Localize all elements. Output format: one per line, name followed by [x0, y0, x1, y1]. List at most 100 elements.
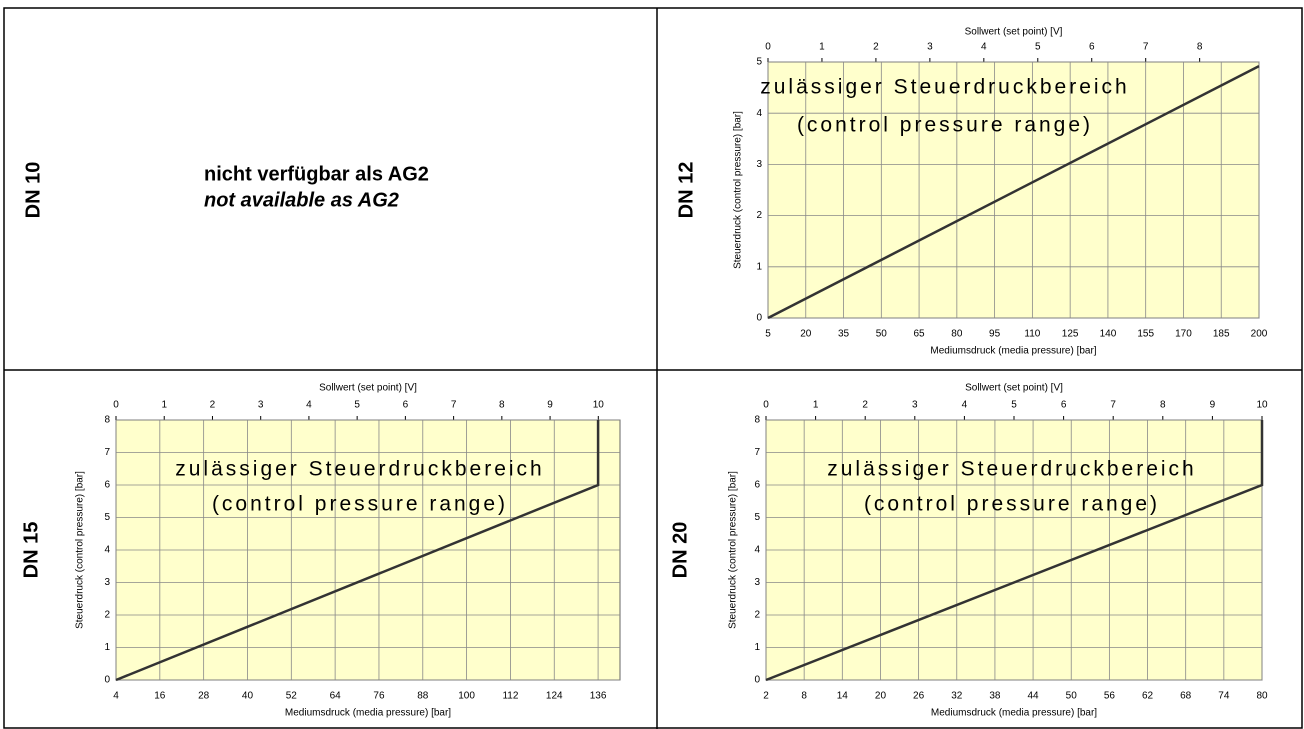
x-tick-label: 136: [590, 691, 607, 702]
x-tick-label: 20: [800, 329, 812, 340]
x-tick-label: 20: [875, 691, 887, 702]
x2-tick-label: 3: [912, 400, 918, 411]
x-axis-title: Mediumsdruck (media pressure) [bar]: [931, 708, 1097, 719]
x-tick-label: 40: [242, 691, 254, 702]
y-tick-label: 7: [754, 447, 760, 458]
x-tick-label: 35: [838, 329, 850, 340]
x2-axis-title: Sollwert (set point) [V]: [319, 383, 417, 394]
y-tick-label: 6: [104, 480, 110, 491]
x-tick-label: 95: [989, 329, 1001, 340]
y-tick-label: 7: [104, 447, 110, 458]
x2-tick-label: 0: [765, 42, 771, 53]
x2-tick-label: 1: [819, 42, 825, 53]
x-tick-label: 125: [1062, 329, 1079, 340]
x-tick-label: 74: [1218, 691, 1230, 702]
x2-tick-label: 7: [451, 400, 457, 411]
series-line: [115, 420, 600, 682]
x-tick-label: 32: [951, 691, 963, 702]
x2-tick-label: 9: [1210, 400, 1216, 411]
x-tick-label: 56: [1104, 691, 1116, 702]
panel-label: DN 15: [20, 522, 42, 579]
y-tick-label: 0: [754, 675, 760, 686]
x-tick-label: 14: [837, 691, 849, 702]
x-tick-label: 88: [417, 691, 429, 702]
x-tick-label: 200: [1251, 329, 1268, 340]
x2-tick-label: 10: [593, 400, 605, 411]
x-tick-label: 38: [989, 691, 1001, 702]
x-tick-label: 16: [154, 691, 166, 702]
x2-tick-label: 6: [1061, 400, 1067, 411]
x2-tick-label: 2: [862, 400, 868, 411]
y-tick-label: 0: [756, 313, 762, 324]
y-tick-label: 2: [756, 210, 762, 221]
x2-tick-label: 2: [210, 400, 216, 411]
x-tick-label: 4: [113, 691, 119, 702]
x-axis-title: Mediumsdruck (media pressure) [bar]: [285, 708, 451, 719]
y-tick-label: 3: [756, 159, 762, 170]
x2-tick-label: 4: [306, 400, 312, 411]
x-tick-label: 80: [951, 329, 963, 340]
x-tick-label: 2: [763, 691, 769, 702]
note: not available as AG2: [204, 189, 399, 211]
x2-tick-label: 5: [354, 400, 360, 411]
x-tick-label: 62: [1142, 691, 1154, 702]
y-axis-title: Steuerdruck (control pressure) [bar]: [728, 471, 739, 629]
x-tick-label: 170: [1175, 329, 1192, 340]
x-tick-label: 5: [765, 329, 771, 340]
y-tick-label: 3: [104, 577, 110, 588]
x2-tick-label: 1: [161, 400, 167, 411]
x-tick-label: 112: [502, 691, 518, 702]
x2-tick-label: 3: [927, 42, 933, 53]
x-tick-label: 80: [1256, 691, 1268, 702]
x-tick-label: 52: [286, 691, 298, 702]
x2-tick-label: 5: [1035, 42, 1041, 53]
annotation: zulässiger Steuerdruckbereich: [175, 458, 544, 481]
x-tick-label: 155: [1137, 329, 1154, 340]
x2-axis-title: Sollwert (set point) [V]: [965, 27, 1063, 38]
y-tick-label: 4: [756, 108, 762, 119]
x-tick-label: 100: [458, 691, 475, 702]
x-tick-label: 26: [913, 691, 925, 702]
y-tick-label: 5: [104, 512, 110, 523]
y-tick-label: 1: [754, 642, 760, 653]
annotation: (control pressure range): [212, 493, 508, 516]
x-tick-label: 50: [1066, 691, 1078, 702]
x-tick-label: 28: [198, 691, 210, 702]
y-tick-label: 8: [104, 415, 110, 426]
table-border: [3, 7, 1303, 729]
y-tick-label: 2: [754, 610, 760, 621]
x2-tick-label: 5: [1011, 400, 1017, 411]
y-tick-label: 5: [754, 512, 760, 523]
x2-tick-label: 8: [499, 400, 505, 411]
x2-tick-label: 4: [962, 400, 968, 411]
panel-label: DN 12: [675, 162, 697, 219]
x-tick-label: 140: [1100, 329, 1117, 340]
y-tick-label: 2: [104, 610, 110, 621]
y-axis-title: Steuerdruck (control pressure) [bar]: [75, 471, 86, 629]
series-line: [767, 64, 1260, 320]
panel-label: DN 20: [669, 522, 691, 579]
y-tick-label: 3: [754, 577, 760, 588]
x-axis-title: Mediumsdruck (media pressure) [bar]: [930, 346, 1096, 357]
y-tick-label: 8: [754, 415, 760, 426]
x-tick-label: 68: [1180, 691, 1192, 702]
annotation: zulässiger Steuerdruckbereich: [760, 76, 1129, 99]
x-tick-label: 110: [1024, 329, 1040, 340]
x-tick-label: 8: [801, 691, 807, 702]
x-tick-label: 50: [876, 329, 888, 340]
x2-tick-label: 6: [403, 400, 409, 411]
x2-tick-label: 8: [1197, 42, 1203, 53]
annotation: (control pressure range): [797, 114, 1093, 137]
x2-tick-label: 0: [113, 400, 119, 411]
x-tick-label: 185: [1213, 329, 1230, 340]
x2-tick-label: 10: [1256, 400, 1268, 411]
y-tick-label: 5: [756, 57, 762, 68]
x-tick-label: 124: [546, 691, 563, 702]
x2-tick-label: 2: [873, 42, 879, 53]
annotation: zulässiger Steuerdruckbereich: [827, 458, 1196, 481]
panel-label: DN 10: [22, 162, 44, 219]
note: nicht verfügbar als AG2: [204, 163, 429, 185]
x2-tick-label: 4: [981, 42, 987, 53]
y-tick-label: 0: [104, 675, 110, 686]
